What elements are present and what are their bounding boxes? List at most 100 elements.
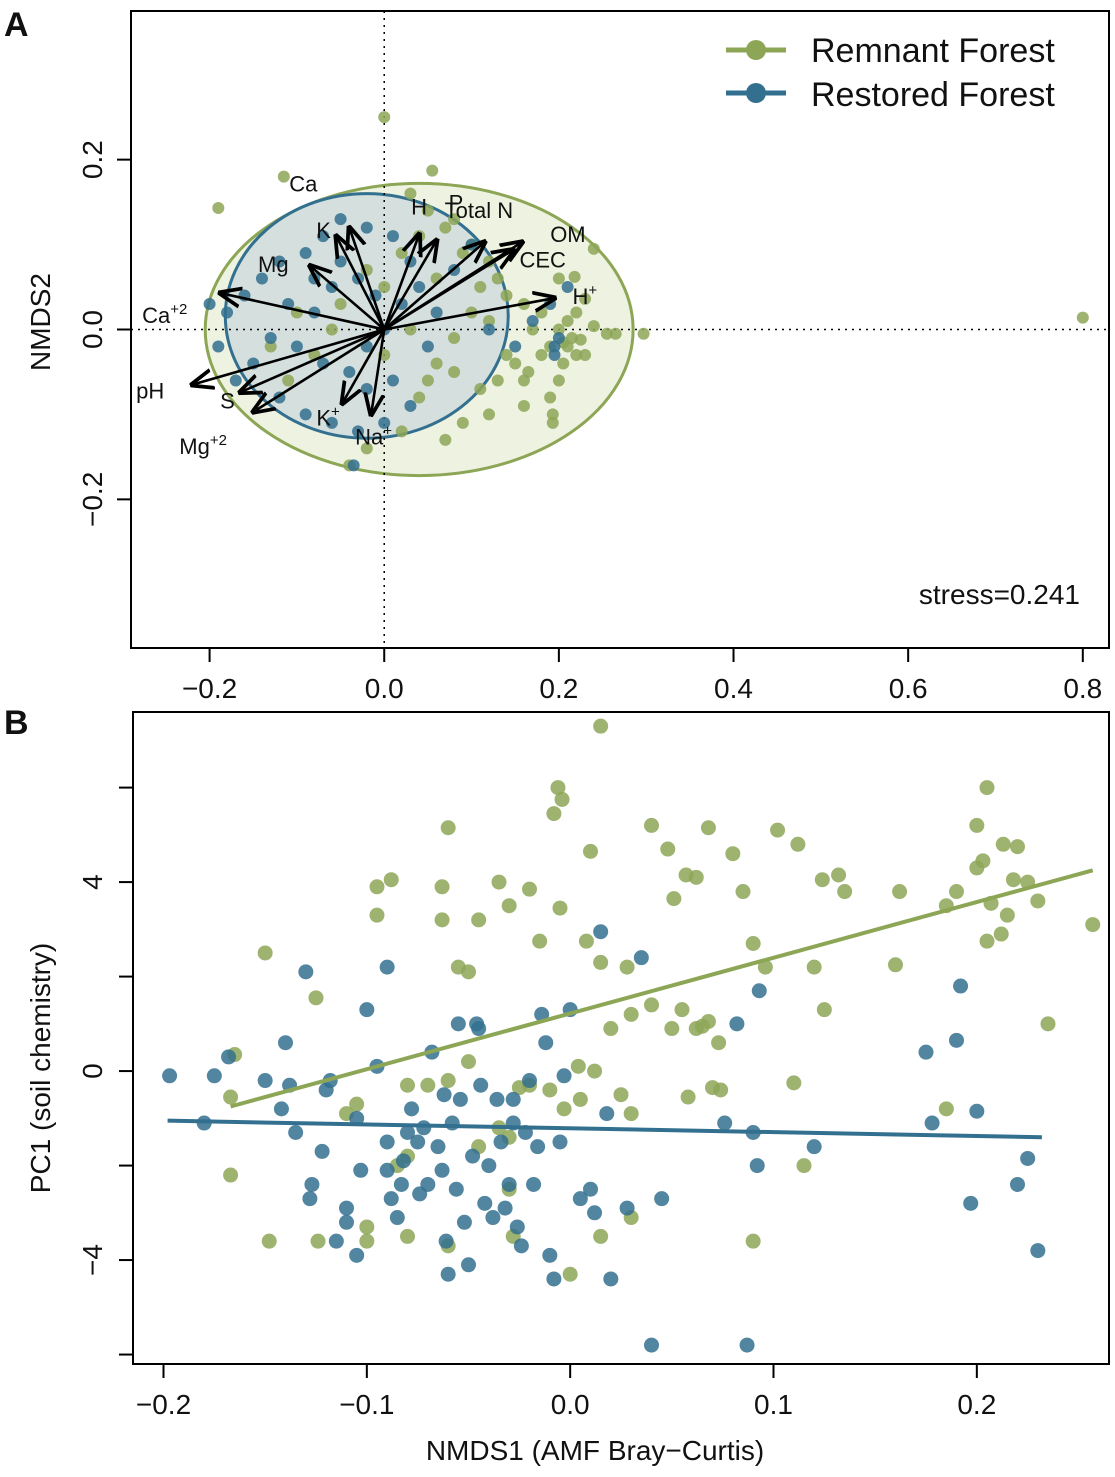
restored-point [404, 399, 417, 412]
restored-point [288, 1124, 304, 1140]
remnant-point [404, 187, 417, 200]
remnant-point [979, 780, 995, 796]
restored-point [452, 1091, 468, 1107]
restored-point [485, 1210, 501, 1226]
restored-point [413, 281, 426, 294]
remnant-point [400, 1228, 415, 1244]
remnant-point [421, 374, 434, 387]
panel-a-label: A [4, 6, 29, 44]
vector-k [336, 236, 386, 331]
remnant-point [325, 323, 338, 336]
remnant-point [544, 391, 557, 404]
remnant-point [561, 315, 574, 328]
restored-point [229, 374, 242, 387]
remnant-point [554, 791, 570, 807]
restored-point [359, 1002, 375, 1018]
restored-point [317, 230, 330, 243]
remnant-point [261, 1233, 277, 1249]
restored-point [299, 247, 312, 260]
restored-point [593, 924, 609, 940]
remnant-point [546, 416, 559, 429]
restored-point [583, 1181, 598, 1197]
remnant-point [587, 1063, 603, 1079]
restored-point [339, 1200, 354, 1216]
restored-point [749, 1158, 765, 1174]
restored-point [430, 1139, 446, 1155]
remnant-point [434, 912, 450, 928]
restored-point [444, 1115, 460, 1131]
restored-point [556, 1068, 572, 1084]
remnant-point [700, 1013, 716, 1029]
remnant-point [550, 780, 566, 796]
restored-point [343, 365, 356, 378]
remnant-point [666, 891, 682, 907]
remnant-point [587, 320, 600, 333]
remnant-point [383, 872, 399, 888]
remnant-point [483, 408, 496, 421]
restored-point [483, 323, 496, 336]
remnant-point [637, 327, 650, 340]
restored-point [298, 964, 314, 980]
restored-point [546, 1271, 562, 1287]
remnant-point [440, 1073, 456, 1089]
y-tick-label-a: −0.2 [77, 472, 108, 527]
remnant-point [491, 272, 504, 285]
remnant-point [448, 365, 461, 378]
restored-point [304, 1176, 320, 1192]
restored-point [434, 1162, 450, 1178]
restored-point [378, 416, 391, 429]
remnant-point [583, 843, 598, 859]
remnant-point [999, 907, 1015, 923]
remnant-point [735, 884, 751, 900]
restored-point [400, 1124, 415, 1140]
remnant-point [421, 204, 434, 217]
restored-point [360, 382, 373, 395]
remnant-point [542, 1082, 558, 1098]
remnant-point [570, 1058, 586, 1074]
remnant-point [609, 327, 622, 340]
remnant-point [593, 954, 609, 970]
remnant-point [426, 164, 439, 177]
vector-label: P [449, 190, 464, 215]
remnant-point [725, 846, 741, 862]
restored-point [530, 1139, 546, 1155]
remnant-point [359, 1233, 375, 1249]
restored-point [290, 340, 303, 353]
remnant-point [623, 1106, 639, 1122]
remnant-point [572, 1091, 588, 1107]
remnant-point [837, 884, 853, 900]
remnant-point [969, 817, 985, 833]
remnant-point [440, 820, 456, 836]
vector-ph [192, 328, 385, 385]
restored-point [924, 1115, 940, 1131]
remnant-point [517, 374, 530, 387]
vector-label: Total N [445, 198, 513, 223]
restored-point [393, 1176, 409, 1192]
remnant-point [310, 1233, 326, 1249]
remnant-point [600, 327, 613, 340]
remnant-point [552, 900, 568, 916]
restored-point [404, 1101, 420, 1117]
restored-point [806, 1139, 822, 1155]
remnant-point [593, 1228, 609, 1244]
restored-point [461, 1257, 476, 1273]
remnant-point [223, 1089, 239, 1105]
remnant-point [644, 997, 659, 1013]
restored-point [644, 1337, 659, 1353]
restored-point [509, 340, 522, 353]
x-tick-label-b: 0.0 [551, 1389, 590, 1420]
restored-point [548, 340, 561, 353]
remnant-point [535, 306, 548, 319]
restored-point [360, 221, 373, 234]
vector-label: Na+ [355, 422, 392, 449]
vector-label: pH [136, 379, 164, 404]
remnant-point [395, 425, 408, 438]
x-tick-label-b: 0.2 [957, 1389, 996, 1420]
vector-p [383, 240, 436, 331]
restored-point [918, 1044, 934, 1060]
restored-point [471, 1021, 487, 1037]
remnant-point [593, 718, 609, 734]
vector-s [240, 328, 385, 393]
restored-point [379, 1134, 395, 1150]
